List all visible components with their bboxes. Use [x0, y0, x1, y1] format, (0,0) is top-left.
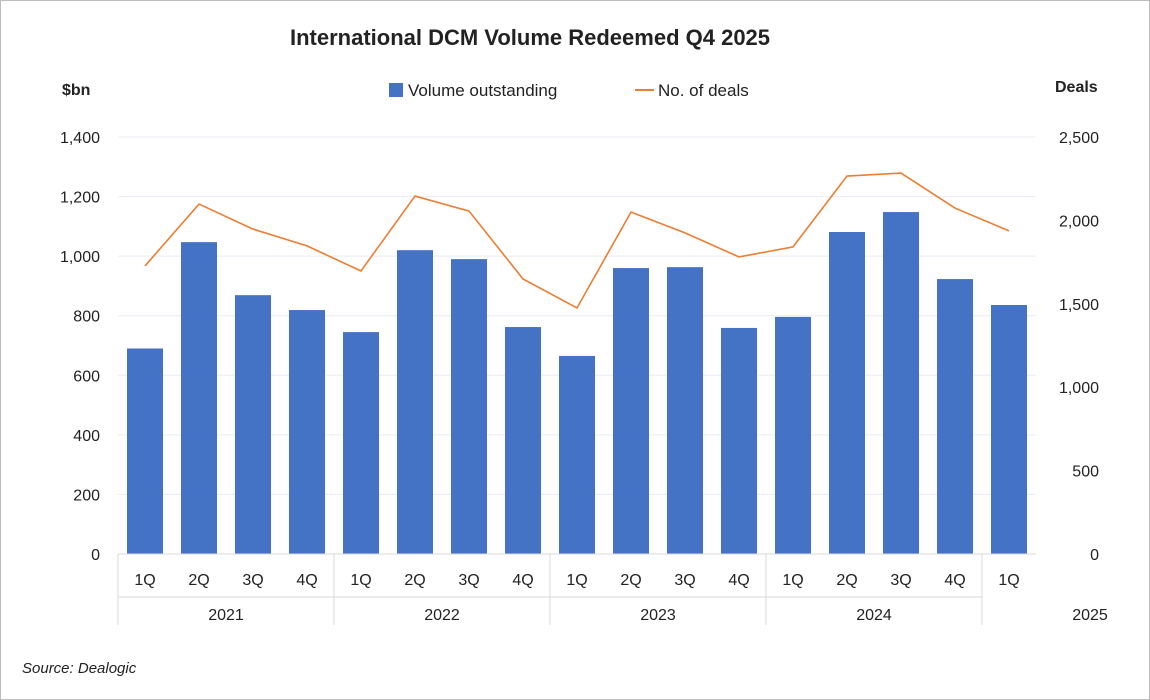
right-tick-label: 500 [1072, 464, 1099, 481]
x-tick-label: 1Q [998, 572, 1019, 589]
x-tick-label: 4Q [728, 572, 749, 589]
x-tick-label: 4Q [296, 572, 317, 589]
bar-4 [343, 332, 379, 554]
bar-7 [505, 327, 541, 554]
bar-12 [775, 316, 811, 554]
bar-9 [613, 268, 649, 554]
left-axis-label: $bn [62, 82, 90, 99]
x-tick-label: 3Q [242, 572, 263, 589]
right-tick-label: 2,000 [1059, 213, 1099, 230]
right-tick-label: 1,500 [1059, 297, 1099, 314]
left-tick-label: 1,000 [60, 249, 100, 266]
x-tick-label: 1Q [350, 572, 371, 589]
right-axis-label: Deals [1055, 79, 1098, 96]
x-tick-label: 2Q [188, 572, 209, 589]
left-tick-label: 1,400 [60, 130, 100, 147]
x-tick-label: 4Q [512, 572, 533, 589]
bar-2 [235, 295, 271, 554]
year-label: 2021 [208, 607, 244, 624]
bar-14 [883, 212, 919, 554]
bar-8 [559, 355, 595, 554]
chart-title: International DCM Volume Redeemed Q4 202… [290, 25, 770, 50]
bar-10 [667, 267, 703, 554]
bar-1 [181, 242, 217, 555]
left-tick-label: 800 [73, 309, 100, 326]
bar-3 [289, 310, 325, 554]
x-tick-label: 2Q [404, 572, 425, 589]
x-tick-label: 2Q [620, 572, 641, 589]
left-tick-label: 1,200 [60, 190, 100, 207]
x-tick-label: 2Q [836, 572, 857, 589]
bar-0 [127, 348, 163, 554]
year-label: 2022 [424, 607, 460, 624]
x-tick-label: 1Q [134, 572, 155, 589]
x-tick-label: 3Q [674, 572, 695, 589]
bar-11 [721, 327, 757, 554]
bar-15 [937, 279, 973, 554]
legend-label-deals: No. of deals [658, 81, 749, 100]
left-tick-label: 600 [73, 368, 100, 385]
left-tick-label: 200 [73, 487, 100, 504]
bar-6 [451, 259, 487, 554]
right-tick-label: 2,500 [1059, 130, 1099, 147]
x-tick-label: 1Q [566, 572, 587, 589]
x-tick-label: 3Q [890, 572, 911, 589]
right-tick-label: 0 [1090, 547, 1099, 564]
left-tick-label: 400 [73, 428, 100, 445]
year-label: 2025 [1072, 607, 1108, 624]
deals-line [144, 172, 1010, 310]
year-label: 2024 [856, 607, 892, 624]
source-note: Source: Dealogic [22, 660, 137, 677]
x-tick-label: 4Q [944, 572, 965, 589]
legend-swatch-volume [389, 83, 403, 97]
x-tick-label: 1Q [782, 572, 803, 589]
left-tick-label: 0 [91, 547, 100, 564]
bar-16 [991, 304, 1027, 554]
bar-13 [829, 232, 865, 555]
year-label: 2023 [640, 607, 676, 624]
x-tick-label: 3Q [458, 572, 479, 589]
legend: Volume outstanding No. of deals [389, 81, 749, 100]
legend-label-volume: Volume outstanding [408, 81, 557, 100]
bar-5 [397, 250, 433, 554]
right-tick-label: 1,000 [1059, 380, 1099, 397]
